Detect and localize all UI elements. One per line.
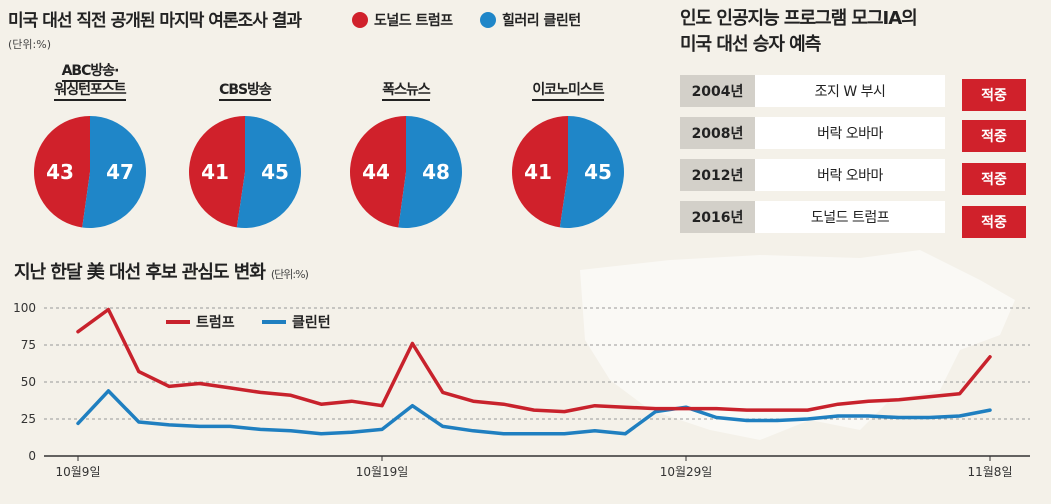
x-tick-label: 11월8일 (968, 465, 1013, 479)
pie-label-clinton: 45 (261, 160, 289, 184)
prediction-winner: 버락 오바마 (755, 117, 945, 149)
pie-slice-clinton (82, 116, 147, 228)
prediction-result-badge: 적중 (962, 163, 1026, 195)
prediction-result-badge: 적중 (962, 206, 1026, 238)
series-line-trump (76, 307, 992, 414)
pie-slice-clinton (236, 116, 301, 228)
pie-slice-trump (188, 116, 245, 228)
prediction-result-badge: 적중 (962, 120, 1026, 152)
prediction-row: 2016년 도널드 트럼프 (680, 201, 945, 233)
pollster-cbs-label: CBS방송 (219, 82, 272, 101)
line-chart-title: 지난 한달 美 대선 후보 관심도 변화 (단위:%) (14, 258, 309, 284)
y-tick-label: 100 (13, 301, 36, 315)
prediction-title: 인도 인공지능 프로그램 모그IA의 미국 대선 승자 예측 (680, 6, 1040, 58)
prediction-row: 2008년 버락 오바마 (680, 117, 945, 149)
prediction-winner: 조지 W 부시 (755, 75, 945, 107)
series-line-clinton (76, 389, 992, 436)
pie-label-clinton: 47 (106, 160, 134, 184)
pie-label-trump: 41 (201, 160, 229, 184)
x-tick-label: 10월9일 (56, 465, 101, 479)
prediction-row: 2004년 조지 W 부시 (680, 75, 945, 107)
pie-label-clinton: 45 (584, 160, 612, 184)
prediction-title-line1: 인도 인공지능 프로그램 모그IA의 (680, 8, 918, 29)
legend-label: 클린턴 (292, 314, 331, 331)
pollster-abc-line2: 워싱턴포스트 (54, 82, 127, 101)
pie-charts: 43 47 41 45 44 48 41 45 (34, 116, 624, 228)
legend-clinton-label: 힐러리 클린턴 (502, 13, 581, 29)
legend-clinton: 힐러리 클린턴 (480, 10, 581, 30)
legend-trump-label: 도널드 트럼프 (374, 13, 453, 29)
prediction-row: 2012년 버락 오바마 (680, 159, 945, 191)
legend-trump: 도널드 트럼프 (352, 10, 453, 30)
prediction-winner: 버락 오바마 (755, 159, 945, 191)
pollster-title-economist: 이코노미스트 (498, 81, 638, 101)
us-map-watermark (580, 250, 1015, 440)
y-tick-label: 50 (21, 375, 36, 389)
y-tick-label: 0 (28, 449, 36, 463)
line-chart-title-text: 지난 한달 美 대선 후보 관심도 변화 (14, 262, 266, 283)
poll-title: 미국 대선 직전 공개된 마지막 여론조사 결과 (8, 11, 302, 31)
line-chart: 0 25 50 75 100 트럼프 클린턴 10월9일 10월19일 10월29일 11월8일 (13, 301, 1030, 479)
pollster-abc-line1: ABC방송· (61, 63, 119, 82)
blue-circle-icon (480, 12, 496, 28)
pie-label-trump: 44 (362, 160, 390, 184)
pollster-economist-label: 이코노미스트 (532, 82, 605, 101)
pie-slice-clinton (398, 116, 463, 228)
prediction-result-badge: 적중 (962, 79, 1026, 111)
prediction-year: 2004년 (680, 75, 755, 107)
pie-slice-trump (511, 116, 568, 228)
x-tick-label: 10월29일 (660, 465, 713, 479)
prediction-title-line2: 미국 대선 승자 예측 (680, 34, 821, 55)
prediction-year: 2016년 (680, 201, 755, 233)
poll-unit: (단위:%) (8, 38, 51, 51)
line-chart-unit: (단위:%) (270, 268, 309, 281)
pollster-title-cbs: CBS방송 (175, 81, 315, 101)
prediction-year: 2012년 (680, 159, 755, 191)
pie-slice-trump (350, 116, 406, 228)
pie-slice-trump (34, 116, 90, 228)
pie-slice-clinton (559, 116, 624, 228)
pollster-title-abc: ABC방송· 워싱턴포스트 (20, 62, 160, 101)
legend-label: 트럼프 (196, 315, 235, 331)
pollster-fox-label: 폭스뉴스 (382, 82, 431, 101)
red-circle-icon (352, 12, 368, 28)
pollster-title-fox: 폭스뉴스 (336, 81, 476, 101)
x-tick-label: 10월19일 (356, 465, 409, 479)
pie-label-trump: 43 (46, 160, 74, 184)
pie-label-trump: 41 (524, 160, 552, 184)
y-tick-label: 25 (21, 412, 36, 426)
y-tick-label: 75 (21, 338, 36, 352)
prediction-year: 2008년 (680, 117, 755, 149)
prediction-winner: 도널드 트럼프 (755, 201, 945, 233)
pie-label-clinton: 48 (422, 160, 450, 184)
